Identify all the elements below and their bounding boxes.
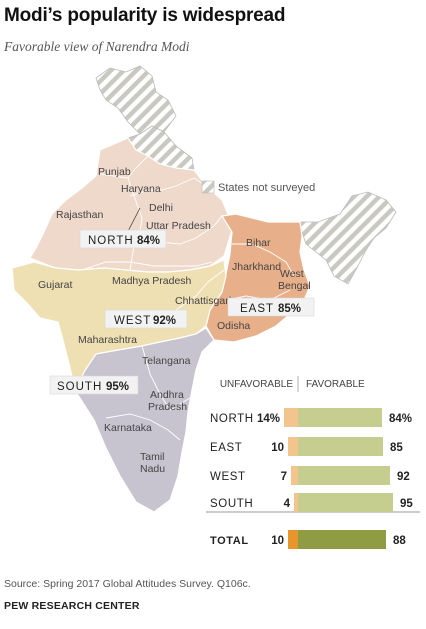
value-favorable-south: 95 — [400, 498, 413, 510]
state-label-bihar: Bihar — [246, 237, 271, 249]
value-unfavorable-south: 4 — [284, 498, 291, 510]
value-unfavorable-east: 10 — [271, 442, 284, 454]
callout-box-south — [49, 375, 139, 395]
bar-unfavorable-south — [294, 493, 298, 512]
state-label-maharashtra: Maharashtra — [78, 334, 137, 346]
callout-north-value: 84% — [137, 235, 160, 247]
callout-south-value: 95% — [106, 381, 129, 393]
chart-title: Modi’s popularity is widespread — [4, 5, 286, 26]
state-label-odisha: Odisha — [217, 320, 250, 332]
state-label-tamil-1: Tamil — [140, 451, 165, 463]
header-favorable: FAVORABLE — [306, 379, 365, 390]
india-map: States not surveyed Punjab Haryana Delhi… — [11, 65, 420, 549]
bar-favorable-south — [298, 493, 393, 512]
row-label-south: SOUTH — [210, 498, 253, 510]
state-label-jharkhand: Jharkhand — [232, 261, 281, 273]
state-label-haryana: Haryana — [121, 183, 161, 195]
state-label-punjab: Punjab — [98, 166, 131, 178]
callout-box-west — [104, 309, 188, 329]
callout-east-value: 85% — [278, 303, 301, 315]
org-credit: PEW RESEARCH CENTER — [4, 600, 140, 612]
bar-favorable-west — [298, 466, 390, 485]
value-unfavorable-north: 14% — [257, 413, 280, 425]
region-south — [75, 327, 215, 513]
bar-unfavorable-west — [291, 466, 298, 485]
value-unfavorable-west: 7 — [281, 471, 287, 483]
legend-label: States not surveyed — [218, 182, 315, 194]
row-label-north: NORTH — [210, 413, 254, 425]
value-favorable-total: 88 — [393, 535, 406, 547]
value-favorable-east: 85 — [390, 442, 403, 454]
state-label-madhya-pradesh: Madhya Pradesh — [112, 275, 192, 287]
state-label-andhra-2: Pradesh — [148, 401, 187, 413]
state-label-rajasthan: Rajasthan — [56, 209, 103, 221]
bar-favorable-total — [298, 530, 386, 549]
callout-west-value: 92% — [153, 315, 176, 327]
bar-unfavorable-total — [288, 530, 298, 549]
bar-favorable-north — [298, 408, 382, 427]
chart-subtitle: Favorable view of Narendra Modi — [4, 39, 190, 54]
row-label-east: EAST — [210, 442, 242, 454]
region-callouts: NORTH 84% EAST 85% WEST 92% SOUTH 95% — [49, 207, 315, 395]
callout-south-name: SOUTH — [57, 381, 102, 393]
bar-favorable-east — [298, 437, 383, 456]
legend-hatch-swatch — [201, 180, 215, 194]
bar-unfavorable-north — [284, 408, 298, 427]
row-label-total: TOTAL — [210, 535, 249, 547]
callout-box-north — [79, 229, 167, 249]
value-favorable-north: 84% — [389, 413, 412, 425]
state-label-chhattisgarh: Chhattisgarh — [175, 295, 235, 307]
header-unfavorable: UNFAVORABLE — [220, 379, 293, 390]
state-label-andhra-1: Andhra — [150, 389, 184, 401]
row-label-west: WEST — [210, 471, 246, 483]
callout-north-name: NORTH — [88, 235, 134, 247]
region-northeast — [299, 191, 397, 285]
bar-unfavorable-east — [288, 437, 298, 456]
callout-east-name: EAST — [240, 303, 274, 315]
state-label-delhi: Delhi — [149, 202, 173, 214]
favorability-bar-chart: UNFAVORABLE FAVORABLE NORTH 14% 84% EAST 10 85 W… — [206, 376, 420, 549]
source-note: Source: Spring 2017 Global Attitudes Sur… — [4, 578, 251, 590]
callout-west-name: WEST — [114, 315, 151, 327]
state-label-telangana: Telangana — [142, 355, 191, 367]
state-label-karnataka: Karnataka — [104, 422, 152, 434]
region-kashmir — [95, 65, 177, 135]
callout-box-east — [227, 297, 315, 317]
value-unfavorable-total: 10 — [271, 535, 284, 547]
state-label-west-bengal-1: West — [280, 268, 304, 280]
region-north — [29, 137, 233, 273]
state-label-tamil-2: Nadu — [140, 463, 165, 475]
state-labels: Punjab Haryana Delhi Rajasthan Uttar Pra… — [38, 166, 311, 475]
state-label-west-bengal-2: Bengal — [278, 280, 311, 292]
value-favorable-west: 92 — [397, 471, 410, 483]
state-label-uttar-pradesh: Uttar Pradesh — [146, 220, 211, 232]
state-label-gujarat: Gujarat — [38, 279, 73, 291]
